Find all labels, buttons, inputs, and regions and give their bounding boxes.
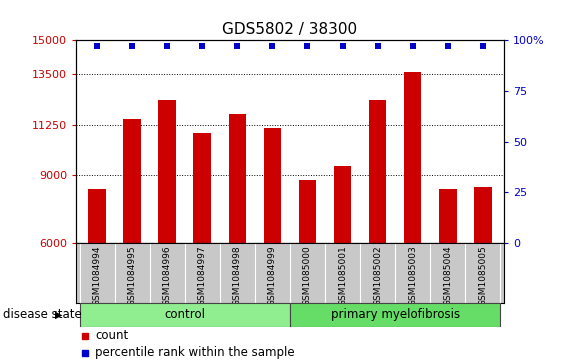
Bar bbox=[334, 166, 351, 243]
Bar bbox=[290, 303, 501, 327]
Title: GDS5802 / 38300: GDS5802 / 38300 bbox=[222, 23, 358, 37]
Bar bbox=[439, 189, 457, 243]
Text: GSM1085001: GSM1085001 bbox=[338, 245, 347, 306]
Bar bbox=[88, 189, 106, 243]
Point bbox=[373, 43, 382, 49]
Text: GSM1085005: GSM1085005 bbox=[479, 245, 488, 306]
Point bbox=[408, 43, 417, 49]
Point bbox=[303, 43, 312, 49]
Bar bbox=[404, 72, 422, 243]
Text: control: control bbox=[164, 309, 205, 321]
Bar bbox=[194, 132, 211, 243]
Text: GSM1085002: GSM1085002 bbox=[373, 245, 382, 306]
Text: GSM1084997: GSM1084997 bbox=[198, 245, 207, 306]
Bar bbox=[158, 100, 176, 243]
Point bbox=[128, 43, 137, 49]
Text: GSM1084998: GSM1084998 bbox=[233, 245, 242, 306]
Text: primary myelofibrosis: primary myelofibrosis bbox=[330, 309, 460, 321]
Bar bbox=[123, 119, 141, 243]
Text: GSM1085000: GSM1085000 bbox=[303, 245, 312, 306]
Text: GSM1084996: GSM1084996 bbox=[163, 245, 172, 306]
Text: percentile rank within the sample: percentile rank within the sample bbox=[95, 346, 295, 359]
Bar bbox=[229, 114, 246, 243]
Bar bbox=[369, 100, 386, 243]
Text: GSM1084994: GSM1084994 bbox=[92, 245, 101, 306]
Point bbox=[338, 43, 347, 49]
Point bbox=[268, 43, 277, 49]
Text: GSM1084995: GSM1084995 bbox=[128, 245, 137, 306]
Text: GSM1085004: GSM1085004 bbox=[443, 245, 452, 306]
Bar bbox=[299, 180, 316, 243]
Bar bbox=[474, 187, 491, 243]
Text: ▶: ▶ bbox=[55, 310, 62, 320]
Point bbox=[163, 43, 172, 49]
Point bbox=[479, 43, 488, 49]
Text: disease state: disease state bbox=[3, 309, 82, 321]
Point bbox=[198, 43, 207, 49]
Text: GSM1084999: GSM1084999 bbox=[268, 245, 277, 306]
Point bbox=[233, 43, 242, 49]
Text: GSM1085003: GSM1085003 bbox=[408, 245, 417, 306]
Point bbox=[92, 43, 101, 49]
Bar bbox=[263, 128, 281, 243]
Text: count: count bbox=[95, 329, 128, 342]
Point bbox=[443, 43, 452, 49]
Bar bbox=[79, 303, 290, 327]
